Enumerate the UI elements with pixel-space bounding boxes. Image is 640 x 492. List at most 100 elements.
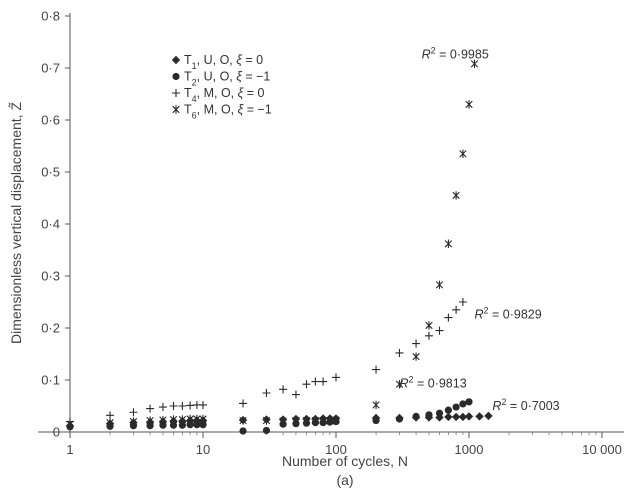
data-point <box>146 416 154 425</box>
data-point <box>475 412 484 421</box>
data-point <box>319 377 328 386</box>
data-point <box>159 415 167 425</box>
data-point <box>425 411 433 419</box>
data-point <box>193 421 201 429</box>
data-point <box>129 417 138 426</box>
legend: T1, U, O, ξ = 0T2, U, O, ξ = −1T4, M, O,… <box>171 53 272 121</box>
data-point <box>444 313 453 322</box>
data-point <box>319 416 327 425</box>
data-point <box>465 398 473 406</box>
data-point <box>186 421 194 429</box>
data-point <box>279 416 287 426</box>
data-point <box>435 280 444 290</box>
data-point <box>372 400 380 410</box>
data-point <box>186 414 194 424</box>
data-point <box>186 401 195 410</box>
y-tick-label: 0 <box>53 425 60 440</box>
series-3 <box>66 298 467 426</box>
data-point <box>452 191 460 200</box>
data-point <box>66 420 74 429</box>
data-point <box>459 149 467 158</box>
data-point <box>459 400 467 408</box>
y-ticks: 0 0·1 0·2 0·3 0·4 0·5 0·6 0·7 0·8 <box>41 9 70 440</box>
data-point <box>199 400 207 409</box>
data-point <box>178 402 187 410</box>
x-tick-label: 100 <box>325 442 347 457</box>
panel-label: (a) <box>336 472 353 488</box>
data-point <box>452 305 461 314</box>
plot-area <box>38 13 624 433</box>
data-point <box>106 411 115 420</box>
legend-marker <box>172 89 180 97</box>
x-tick-label: 10 <box>196 442 210 457</box>
data-point <box>279 385 288 394</box>
data-point <box>169 415 178 424</box>
data-point <box>424 331 433 340</box>
data-point <box>178 421 186 429</box>
y-tick-label: 0·1 <box>41 373 60 388</box>
data-point <box>193 414 201 424</box>
data-point <box>435 409 444 417</box>
y-tick-label: 0·2 <box>41 321 60 336</box>
data-point <box>412 352 420 361</box>
data-point <box>412 412 420 420</box>
y-tick-label: 0·4 <box>41 217 60 232</box>
legend-entry: T1, U, O, ξ = 0 <box>184 53 263 71</box>
data-point <box>239 427 247 435</box>
data-point <box>178 415 187 424</box>
y-axis-title: Dimensionless vertical displacement, Z̃ <box>8 102 24 344</box>
data-point <box>412 339 421 348</box>
data-point <box>444 239 453 248</box>
data-point <box>159 421 167 429</box>
data-point <box>464 412 474 421</box>
x-tick-label: 10 000 <box>582 442 622 457</box>
data-point <box>458 298 467 306</box>
legend-marker <box>172 72 180 81</box>
data-point <box>302 416 311 425</box>
r2-annotation: R2 = 0·9985 <box>422 46 489 62</box>
data-point <box>146 422 154 430</box>
data-point <box>425 321 433 330</box>
data-point <box>395 348 404 357</box>
data-point <box>169 421 178 429</box>
data-point <box>452 403 460 411</box>
data-point <box>239 416 247 425</box>
data-point <box>470 59 479 69</box>
data-point <box>106 418 114 427</box>
data-point <box>332 415 340 425</box>
r2-annotation: R2 = 0·9829 <box>475 306 542 322</box>
data-point <box>311 416 320 425</box>
y-tick-label: 0·8 <box>41 9 60 24</box>
x-tick-label: 1 <box>66 442 73 457</box>
r2-annotation: R2 = 0·9813 <box>399 374 466 390</box>
data-point <box>262 426 271 435</box>
data-point <box>302 380 311 389</box>
y-tick-label: 0·5 <box>41 165 60 180</box>
data-point <box>239 399 248 408</box>
legend-entry: T2, U, O, ξ = −1 <box>184 70 270 88</box>
data-point <box>292 416 300 425</box>
data-point <box>291 390 300 399</box>
data-point <box>484 411 493 421</box>
r2-annotation: R2 = 0·7003 <box>492 397 559 413</box>
x-axis-title: Number of cycles, N <box>282 453 408 469</box>
data-point <box>458 412 468 422</box>
data-point <box>326 416 334 425</box>
annotations: R2 = 0·9985 R2 = 0·9829 R2 = 0·9813 R2 = 0·… <box>399 46 559 414</box>
data-point <box>444 412 453 422</box>
data-point <box>395 379 404 389</box>
data-point <box>199 414 207 424</box>
series-2 <box>66 398 473 435</box>
legend-marker <box>171 55 181 65</box>
data-point <box>262 389 271 397</box>
data-point <box>372 416 380 425</box>
y-tick-label: 0·3 <box>41 269 60 284</box>
data-point <box>372 365 381 374</box>
data-point <box>169 402 178 410</box>
data-point <box>146 404 155 413</box>
legend-entry: T6, M, O, ξ = −1 <box>184 103 272 121</box>
data-point <box>465 100 473 109</box>
legend-marker <box>172 105 180 114</box>
data-point <box>435 326 444 335</box>
